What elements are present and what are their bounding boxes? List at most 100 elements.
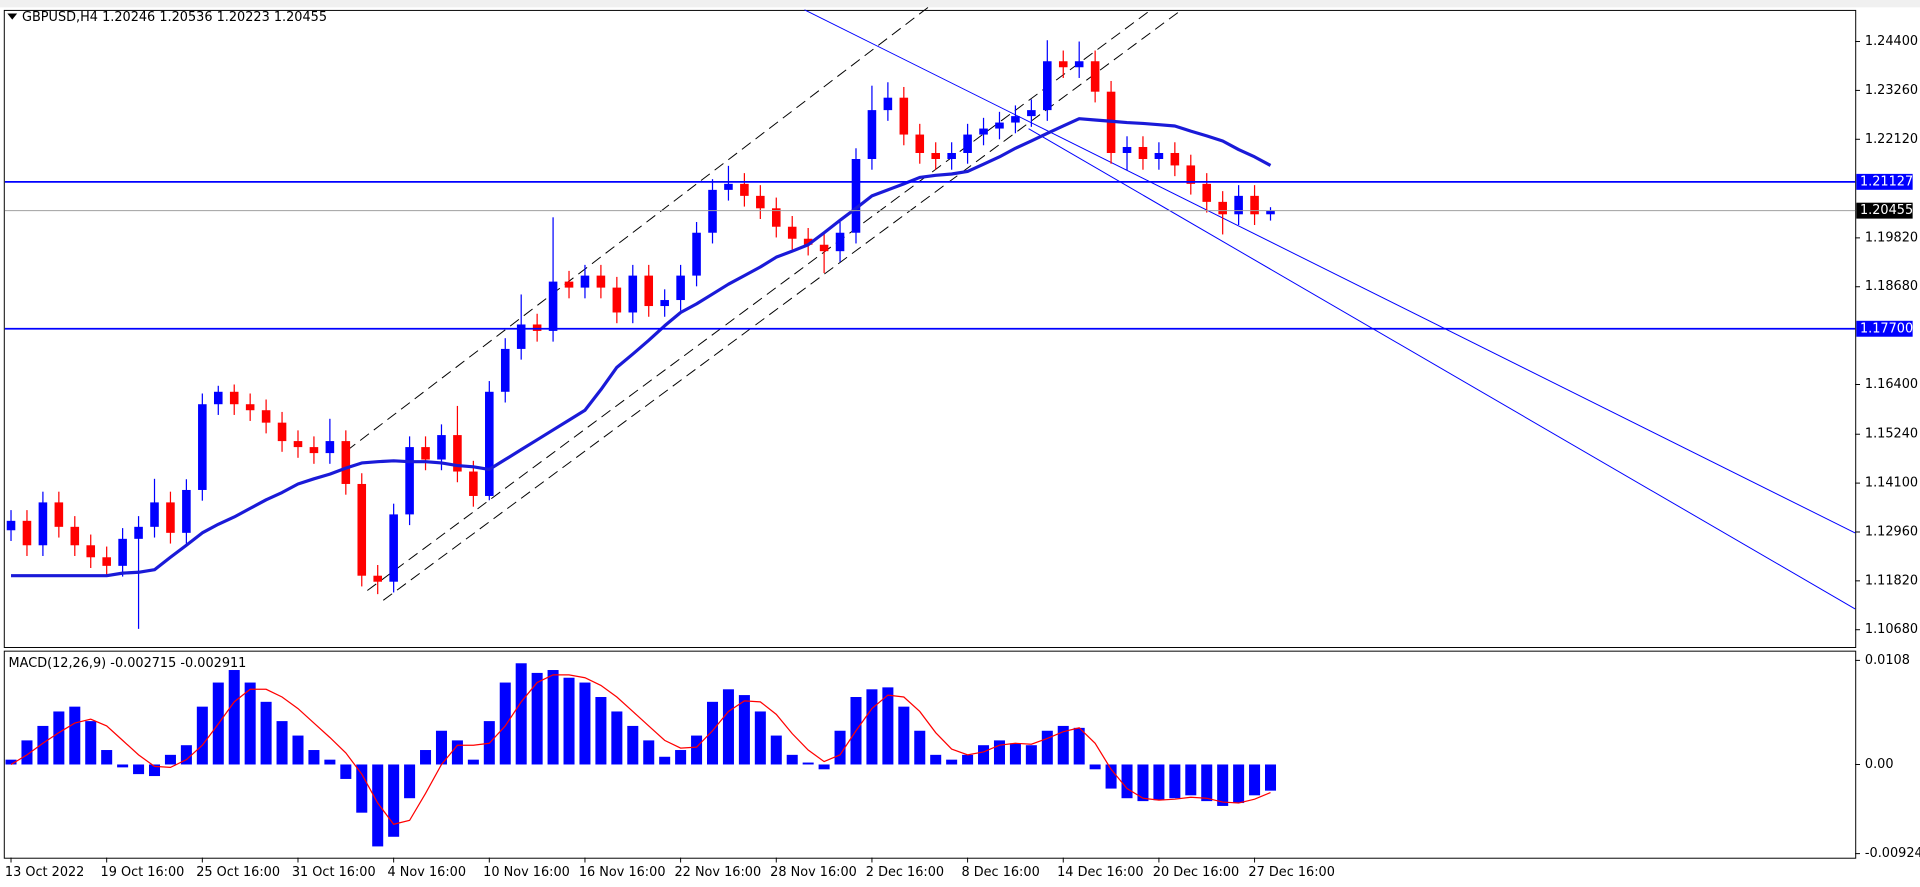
macd-bar (595, 697, 607, 765)
candle-body (564, 281, 574, 288)
macd-bar (260, 701, 272, 765)
candle-body (261, 410, 271, 423)
candle-body (405, 447, 414, 515)
dashed-channel (367, 9, 1152, 591)
macd-bar (978, 745, 990, 765)
macd-bar (993, 740, 1005, 765)
macd-bar (1185, 764, 1197, 796)
macd-bar (388, 764, 400, 837)
macd-bar (962, 754, 974, 765)
macd-bar (324, 759, 336, 765)
candle-body (6, 520, 16, 531)
candle-body (166, 502, 175, 533)
macd-bar (228, 670, 240, 765)
macd-bar (691, 735, 703, 765)
candle-body (1186, 165, 1196, 184)
y-tick-label: 1.22120 (1865, 132, 1918, 147)
macd-bar (420, 750, 432, 765)
macd-bar (148, 764, 161, 777)
macd-bar (356, 764, 368, 813)
candle-body (198, 404, 207, 490)
macd-bar (451, 740, 463, 765)
candle-body (915, 134, 925, 153)
candle-body (819, 244, 829, 252)
macd-bar (1153, 764, 1165, 801)
macd-bar (866, 689, 878, 765)
candle-body (134, 526, 143, 539)
macd-bar (180, 745, 192, 765)
menu-arrow[interactable] (7, 13, 18, 20)
candle-body (676, 275, 685, 301)
channel-line (804, 9, 1856, 534)
y-tick-label: 0.00 (1865, 757, 1894, 772)
level-label-box (1856, 320, 1913, 337)
macd-bar (37, 725, 49, 765)
candle-body (787, 226, 797, 239)
macd-bar (754, 711, 766, 765)
candle-body (182, 489, 191, 533)
candle-body (580, 275, 590, 288)
macd-bar (292, 735, 304, 765)
candle-body (708, 189, 717, 233)
candle-body (660, 300, 669, 307)
candle-body (1218, 201, 1227, 215)
level-label: 1.21127 (1860, 174, 1913, 189)
candle-body (1170, 152, 1180, 166)
chart-header: GBPUSD,H4 1.20246 1.20536 1.20223 1.2045… (22, 10, 327, 25)
current-price-label: 1.20455 (1860, 203, 1913, 218)
candle-body (979, 128, 988, 135)
x-tick-label: 2 Dec 16:00 (866, 865, 944, 880)
macd-bar (802, 762, 814, 765)
macd-bar (5, 759, 17, 765)
level-label: 1.17700 (1860, 321, 1913, 336)
x-tick-label: 28 Nov 16:00 (770, 865, 857, 880)
candle-body (1090, 61, 1100, 92)
macd-panel (3, 650, 1857, 859)
macd-title: MACD(12,26,9) (9, 655, 107, 670)
candle-body (1250, 195, 1259, 215)
candle-body (293, 441, 303, 448)
candle-body (851, 158, 861, 233)
candle-body (1202, 183, 1212, 202)
candle-body (963, 134, 972, 153)
macd-bar (1121, 764, 1133, 799)
candle-body (357, 483, 367, 576)
y-tick-label: 1.10680 (1865, 622, 1918, 637)
low: 1.20223 (217, 10, 270, 25)
dashed-channel (346, 6, 929, 452)
macd-bar (882, 687, 894, 765)
macd-bar (914, 730, 926, 765)
macd-bar (404, 764, 416, 799)
x-tick-label: 4 Nov 16:00 (388, 865, 466, 880)
y-tick-label: 0.0108 (1865, 653, 1910, 668)
macd-bar (611, 711, 623, 765)
candle-body (118, 538, 127, 566)
candle-body (86, 545, 96, 558)
macd-bar (1041, 730, 1053, 765)
macd-bar (164, 754, 176, 765)
x-tick-label: 8 Dec 16:00 (961, 865, 1039, 880)
macd-bar (53, 711, 65, 765)
current-price-box (1856, 202, 1913, 219)
macd-bar (101, 750, 113, 765)
macd-bar (117, 764, 129, 768)
candle-body (995, 122, 1004, 129)
candle-body (38, 502, 48, 546)
macd-bar (1169, 764, 1181, 799)
macd-bar (675, 750, 687, 765)
candle-body (22, 520, 32, 546)
candle-body (1122, 146, 1132, 153)
candle-body (277, 422, 287, 442)
macd-bar (1137, 764, 1149, 802)
macd-bar (69, 706, 81, 765)
macd-bar (818, 764, 830, 770)
x-tick-label: 27 Dec 16:00 (1248, 865, 1334, 880)
macd-bar (706, 701, 719, 765)
candle-body (835, 232, 845, 252)
y-tick-label: 1.11820 (1865, 573, 1918, 588)
candle-body (899, 97, 909, 135)
y-tick-label: 1.15240 (1865, 427, 1918, 442)
signal-value: -0.002911 (180, 655, 246, 670)
candle-body (229, 391, 239, 405)
